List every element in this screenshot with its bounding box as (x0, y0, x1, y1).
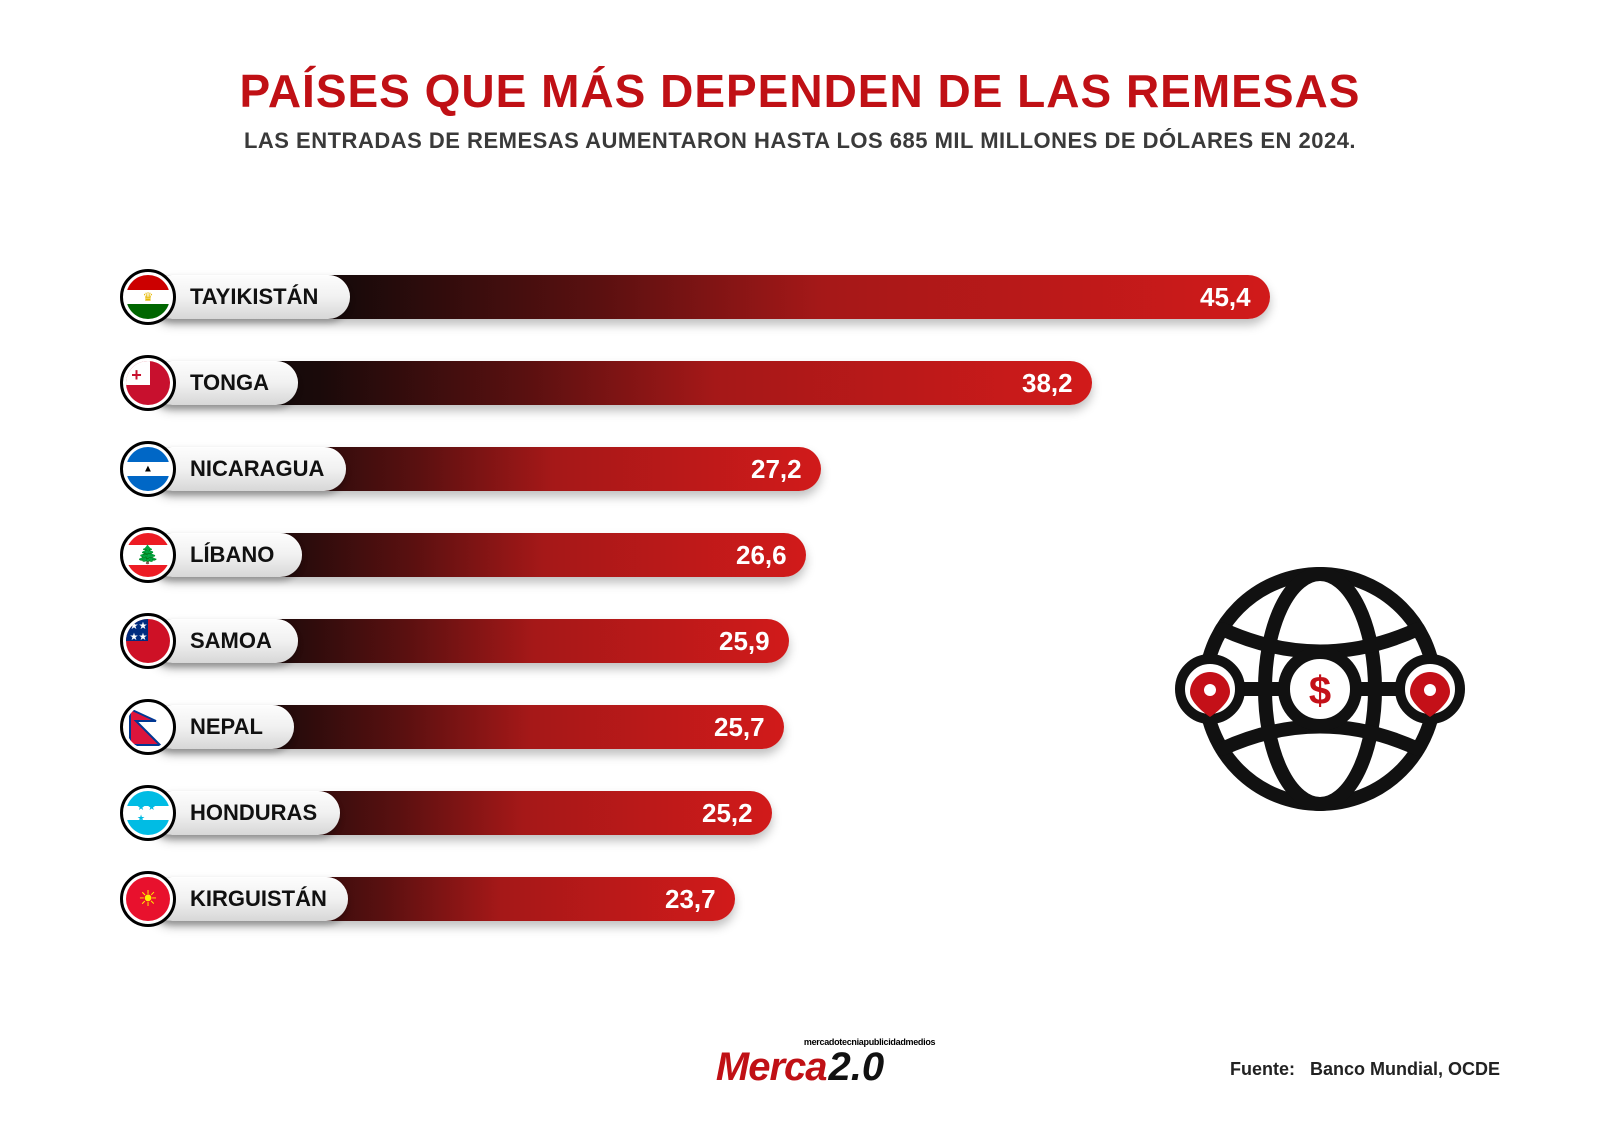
bar-value: 26,6 (736, 533, 787, 577)
source-label: Fuente: (1230, 1059, 1295, 1079)
merca-logo: mercadotecniapublicidadmedios Merca 2.0 (716, 1045, 884, 1090)
flag-icon (120, 699, 176, 755)
bar-value: 25,7 (714, 705, 765, 749)
country-label-pill: HONDURAS (150, 791, 340, 835)
bar-value: 25,2 (702, 791, 753, 835)
bar-row: KIRGUISTÁN 23,7 ☀ (120, 871, 1480, 927)
flag-icon: ★★★★ (120, 613, 176, 669)
globe-remittance-icon: $ (1150, 544, 1490, 834)
country-label-pill: KIRGUISTÁN (150, 877, 348, 921)
bar-row: TONGA38,2+ (120, 355, 1480, 411)
svg-text:$: $ (1309, 669, 1331, 713)
bar-value: 25,9 (719, 619, 770, 663)
country-label-pill: NICARAGUA (150, 447, 346, 491)
source-citation: Fuente: Banco Mundial, OCDE (1230, 1059, 1500, 1080)
bar-row: TAYIKISTÁN 45,4 ♛ (120, 269, 1480, 325)
logo-main-text: Merca (716, 1045, 827, 1090)
bar-value: 38,2 (1022, 361, 1073, 405)
chart-title: PAÍSES QUE MÁS DEPENDEN DE LAS REMESAS (0, 64, 1600, 118)
flag-icon: ▲ (120, 441, 176, 497)
flag-icon: ♛ (120, 269, 176, 325)
flag-icon: ☀ (120, 871, 176, 927)
bar-value: 45,4 (1200, 275, 1251, 319)
chart-subtitle: LAS ENTRADAS DE REMESAS AUMENTARON HASTA… (0, 128, 1600, 154)
flag-icon: + (120, 355, 176, 411)
logo-tagline: mercadotecniapublicidadmedios (804, 1037, 935, 1047)
country-label-pill: TAYIKISTÁN (150, 275, 350, 319)
logo-version: 2.0 (829, 1045, 885, 1090)
bar-value: 23,7 (665, 877, 716, 921)
bar-value: 27,2 (751, 447, 802, 491)
bar-row: NICARAGUA 27,2 ▲ (120, 441, 1480, 497)
source-value: Banco Mundial, OCDE (1310, 1059, 1500, 1079)
flag-icon: ★ ★ ★ (120, 785, 176, 841)
flag-icon: 🌲 (120, 527, 176, 583)
